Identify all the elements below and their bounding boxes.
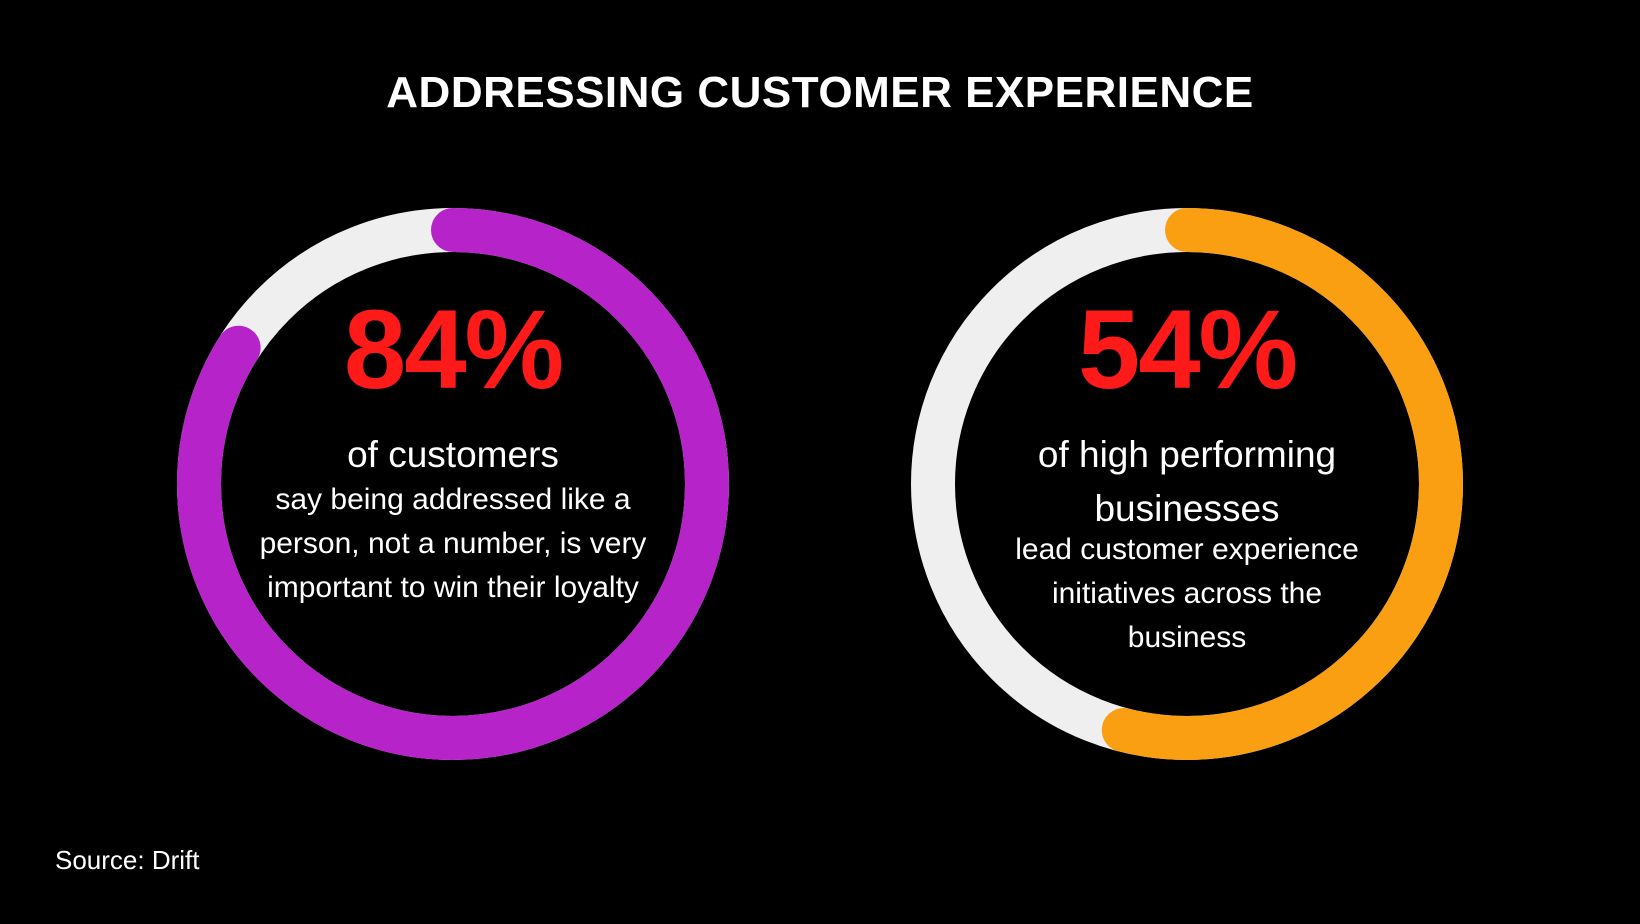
stat-description: say being addressed like a person, not a…	[259, 483, 647, 604]
donut-progress-arc	[177, 208, 729, 760]
donut-label-group: 84% of customers say being addressed lik…	[175, 206, 731, 762]
donut-ring-54	[911, 208, 1463, 760]
stat-description: lead customer experience initiatives acr…	[1015, 533, 1359, 654]
stat-value: 84%	[343, 287, 564, 412]
donut-label-group: 54% of high performing businesses lead c…	[909, 206, 1465, 762]
stat-lead: of customers	[347, 434, 559, 475]
donut-chart-customers: 84% of customers say being addressed lik…	[175, 206, 731, 762]
donut-progress-arc	[911, 208, 1463, 760]
stat-value: 54%	[1077, 287, 1298, 412]
source-note: Source: Drift	[55, 845, 200, 875]
stat-lead: of high performing businesses	[1037, 434, 1337, 529]
donut-chart-businesses: 54% of high performing businesses lead c…	[909, 206, 1465, 762]
page-title: ADDRESSING CUSTOMER EXPERIENCE	[386, 68, 1254, 117]
donut-ring-84	[177, 208, 729, 760]
